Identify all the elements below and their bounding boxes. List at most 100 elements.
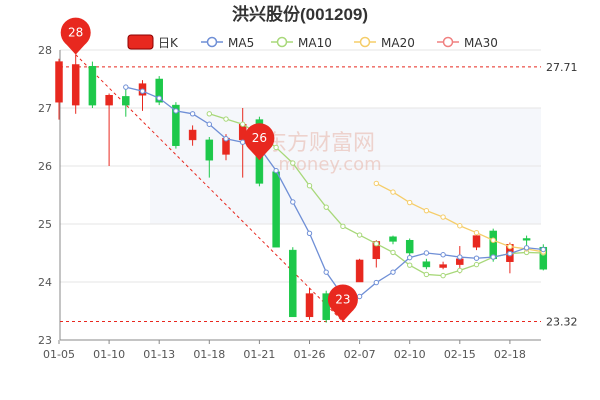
legend-swatch-circle xyxy=(359,36,371,48)
ma20-point xyxy=(407,199,413,206)
legend-item-ma20: MA20 xyxy=(354,36,415,50)
ma5-point xyxy=(423,250,430,256)
ma5-point xyxy=(173,108,179,114)
legend-item-ma10: MA10 xyxy=(271,36,332,50)
x-tick-label: 01-10 xyxy=(93,348,125,361)
high-marker: 28 xyxy=(60,17,91,55)
candle xyxy=(105,93,113,166)
ma5-point xyxy=(223,136,229,142)
candle xyxy=(305,287,314,320)
legend-label: MA30 xyxy=(464,36,498,50)
watermark: 东方财富网 xyxy=(265,131,375,156)
ma5-point xyxy=(123,84,129,90)
ma10-point xyxy=(473,261,480,268)
ma5-line xyxy=(125,86,544,298)
legend: 日K MA5 MA10 MA20 MA30 xyxy=(127,34,498,50)
candle-body xyxy=(355,259,364,283)
legend-label: 日K xyxy=(158,36,179,50)
chart-title: 洪兴股份(001209) xyxy=(232,4,368,24)
ma5-point xyxy=(156,95,162,101)
x-tick-label: 01-13 xyxy=(143,348,175,361)
candle xyxy=(71,54,80,114)
high-low-connector xyxy=(75,54,344,322)
candle-body xyxy=(55,61,63,103)
ma10-point xyxy=(223,116,229,122)
mid-marker-bubble xyxy=(244,123,275,154)
ma20-point xyxy=(440,214,446,220)
candle-body xyxy=(389,236,397,242)
ma10-point xyxy=(340,223,346,230)
high-marker-bubble xyxy=(60,17,91,48)
y-tick-label: 25 xyxy=(38,218,52,231)
legend-item-k: 日K xyxy=(127,34,179,50)
ma5-point xyxy=(440,252,446,258)
ma5-point xyxy=(356,293,363,300)
ma5-point xyxy=(240,139,246,145)
ma5-point xyxy=(139,88,146,94)
candle xyxy=(188,125,197,146)
ma5-point xyxy=(390,269,396,275)
candle xyxy=(472,234,481,251)
x-tick-label: 01-18 xyxy=(193,348,225,361)
mid-marker: 26 xyxy=(244,123,275,161)
legend-item-ma30: MA30 xyxy=(437,36,498,50)
x-tick-label: 02-18 xyxy=(494,348,526,361)
candle-body xyxy=(188,129,197,141)
ma5-point xyxy=(306,230,313,236)
candle-body xyxy=(88,65,97,106)
ma10-point xyxy=(373,241,379,247)
ma20-point xyxy=(490,237,496,243)
y-tick-label: 24 xyxy=(38,276,52,289)
legend-label: MA10 xyxy=(298,36,332,50)
ma20-point xyxy=(457,223,463,229)
x-tick-label: 01-21 xyxy=(243,348,275,361)
high-marker-label: 28 xyxy=(68,26,83,40)
y-tick-label: 28 xyxy=(38,44,52,57)
ma5-point xyxy=(373,279,379,286)
candle-body xyxy=(422,261,431,268)
ma5-point xyxy=(407,254,413,261)
ma20-point xyxy=(373,180,379,187)
reference-value: 27.71 xyxy=(546,61,578,74)
y-tick-label: 23 xyxy=(38,334,52,347)
ma5-point xyxy=(523,245,530,251)
ma10-point xyxy=(240,121,246,127)
mid-marker-label: 26 xyxy=(252,131,267,145)
ma10-point xyxy=(323,204,329,210)
candle xyxy=(122,85,130,117)
candle-body xyxy=(522,238,531,241)
candle-body xyxy=(289,249,297,318)
candle-body xyxy=(472,235,481,248)
ma5-point xyxy=(189,111,196,117)
candle xyxy=(272,168,280,248)
candle-body xyxy=(322,293,330,320)
candle xyxy=(289,247,297,318)
candle-body xyxy=(305,293,314,318)
reference-value: 23.32 xyxy=(546,315,578,328)
x-tick-label: 01-26 xyxy=(294,348,326,361)
y-tick-label: 27 xyxy=(38,102,52,115)
ma5-point xyxy=(290,199,296,205)
candle-body xyxy=(105,94,113,106)
ma10-point xyxy=(273,144,279,151)
y-tick-label: 26 xyxy=(38,160,52,173)
low-marker-bubble xyxy=(327,284,358,315)
ma5-point xyxy=(473,255,480,261)
ma5-point xyxy=(507,250,513,257)
candle-body xyxy=(405,239,414,254)
ma5-point xyxy=(490,254,496,260)
candle-body xyxy=(71,64,80,106)
legend-swatch-daily xyxy=(127,34,154,50)
ma20-point xyxy=(507,243,513,250)
ma10-point xyxy=(423,271,430,278)
watermark-sub: money.com xyxy=(278,154,381,175)
ma20-point xyxy=(473,230,480,236)
ma10-point xyxy=(206,111,213,117)
legend-swatch-circle xyxy=(276,36,288,48)
x-tick-label: 01-05 xyxy=(43,348,75,361)
ma5-point xyxy=(273,167,279,174)
candle xyxy=(88,61,97,108)
